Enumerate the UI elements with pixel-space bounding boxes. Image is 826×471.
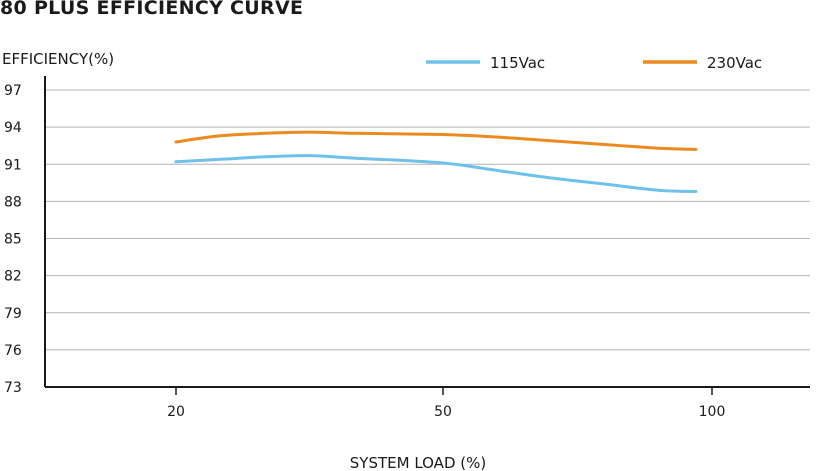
series-line-115vac: [174, 154, 698, 193]
series-line-230vac: [174, 130, 698, 151]
x-tick-label: 100: [699, 404, 726, 420]
y-tick-label: 88: [4, 194, 22, 210]
y-tick-label: 76: [4, 343, 22, 359]
y-tick-label: 73: [4, 380, 22, 396]
legend-item: 115Vac: [426, 54, 545, 72]
legend-item: 230Vac: [643, 54, 762, 72]
y-tick-label: 94: [4, 120, 22, 136]
y-tick-label: 91: [4, 157, 22, 173]
x-tick-label: 50: [434, 404, 452, 420]
legend-label: 115Vac: [490, 54, 545, 72]
y-tick-label: 79: [4, 306, 22, 322]
chart-title: 80 PLUS EFFICIENCY CURVE: [0, 0, 304, 19]
x-tick-label: 20: [167, 404, 185, 420]
y-axis-label: EFFICIENCY(%): [2, 50, 114, 68]
legend-label: 230Vac: [707, 54, 762, 72]
y-tick-label: 97: [4, 83, 22, 99]
x-axis-label: SYSTEM LOAD (%): [350, 454, 486, 471]
y-tick-label: 85: [4, 232, 22, 248]
y-tick-label: 82: [4, 269, 22, 285]
